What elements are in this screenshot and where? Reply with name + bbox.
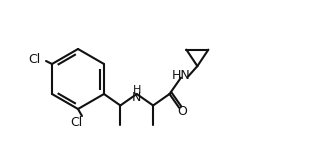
Text: O: O (177, 105, 187, 118)
Text: N: N (132, 91, 141, 104)
Text: Cl: Cl (28, 52, 40, 65)
Text: HN: HN (172, 69, 190, 82)
Text: H: H (133, 85, 141, 95)
Text: Cl: Cl (70, 116, 82, 128)
